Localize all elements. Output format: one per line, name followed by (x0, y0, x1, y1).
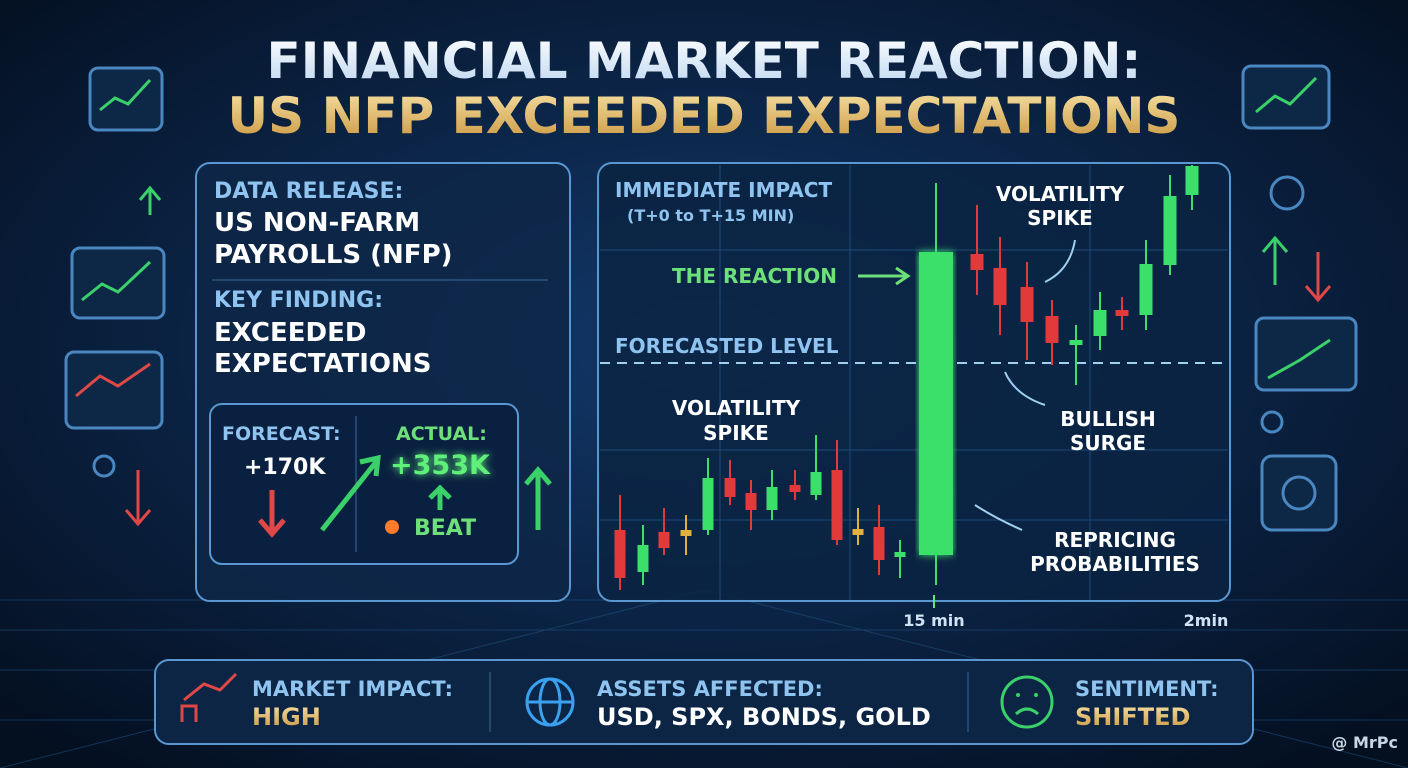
candle-body (831, 470, 843, 540)
value: EXCEEDED (214, 318, 366, 348)
annotation-arrows (974, 239, 1076, 531)
candle-body (1139, 264, 1153, 315)
time-label: 15 min (903, 611, 964, 630)
forecast-value: +170K (244, 455, 326, 480)
candle-body (919, 252, 953, 555)
actual-label: ACTUAL: (396, 423, 487, 445)
value: US NON-FARM (214, 208, 420, 238)
annotation: SURGE (1070, 431, 1146, 455)
value: PAYROLLS (NFP) (214, 240, 453, 270)
candle-body (873, 527, 885, 560)
candle-body (1093, 310, 1107, 336)
candle-body (1115, 310, 1129, 316)
candle-body (810, 472, 822, 495)
footer-icons (180, 672, 1054, 729)
candle-body (993, 268, 1007, 305)
candle-body (1020, 287, 1034, 322)
reaction-label: THE REACTION (672, 264, 837, 288)
candle-body (894, 552, 906, 557)
annotation: REPRICING (1054, 528, 1176, 552)
candles (614, 165, 1199, 590)
candle-body (614, 530, 626, 578)
arrows (258, 454, 552, 538)
panel-title: IMMEDIATE IMPACT (615, 178, 832, 202)
footer-label: ASSETS AFFECTED: (597, 677, 823, 701)
annotation: PROBABILITIES (1030, 552, 1200, 576)
candle-body (1069, 340, 1083, 345)
forecast-label: FORECAST: (222, 423, 341, 445)
candle-body (1045, 316, 1059, 343)
title-line: US NFP EXCEEDED EXPECTATIONS (228, 87, 1181, 145)
candle-body (680, 530, 692, 536)
beat-label: BEAT (414, 516, 476, 541)
annotation: VOLATILITY (996, 182, 1125, 206)
candle-body (1163, 196, 1177, 265)
candle-body (658, 532, 670, 548)
side-icons (64, 64, 1358, 532)
candle-body (637, 545, 649, 572)
footer-value: USD, SPX, BONDS, GOLD (597, 703, 931, 731)
candle-body (970, 254, 984, 270)
annotation: BULLISH (1060, 407, 1156, 431)
watermark: @ MrPc (1331, 733, 1398, 752)
candle-body (766, 487, 778, 510)
comparison-box (209, 403, 519, 565)
actual-value: +353K (390, 450, 491, 481)
label: DATA RELEASE: (214, 179, 403, 204)
arrow (858, 266, 911, 286)
footer-label: MARKET IMPACT: (252, 677, 453, 701)
impact-panel (597, 162, 1231, 602)
candle-body (789, 485, 801, 492)
title-line: FINANCIAL MARKET REACTION: (267, 32, 1142, 90)
forecast-level-label: FORECASTED LEVEL (615, 334, 839, 358)
time-label: 2min (1184, 611, 1229, 630)
candle-body (702, 478, 714, 530)
candle-body (724, 478, 736, 497)
footer-label: SENTIMENT: (1075, 677, 1219, 701)
footer-value: SHIFTED (1075, 703, 1190, 731)
footer-bar (154, 659, 1254, 745)
panel-subtitle: (T+0 to T+15 MIN) (627, 206, 794, 225)
footer-value: HIGH (252, 703, 321, 731)
annotation: VOLATILITY (672, 396, 801, 420)
annotation: SPIKE (703, 421, 769, 445)
label: KEY FINDING: (214, 288, 383, 313)
candle-body (1185, 166, 1199, 195)
value: EXPECTATIONS (214, 349, 432, 379)
candle-body (852, 529, 864, 535)
annotation: SPIKE (1027, 206, 1093, 230)
candle-body (745, 493, 757, 510)
